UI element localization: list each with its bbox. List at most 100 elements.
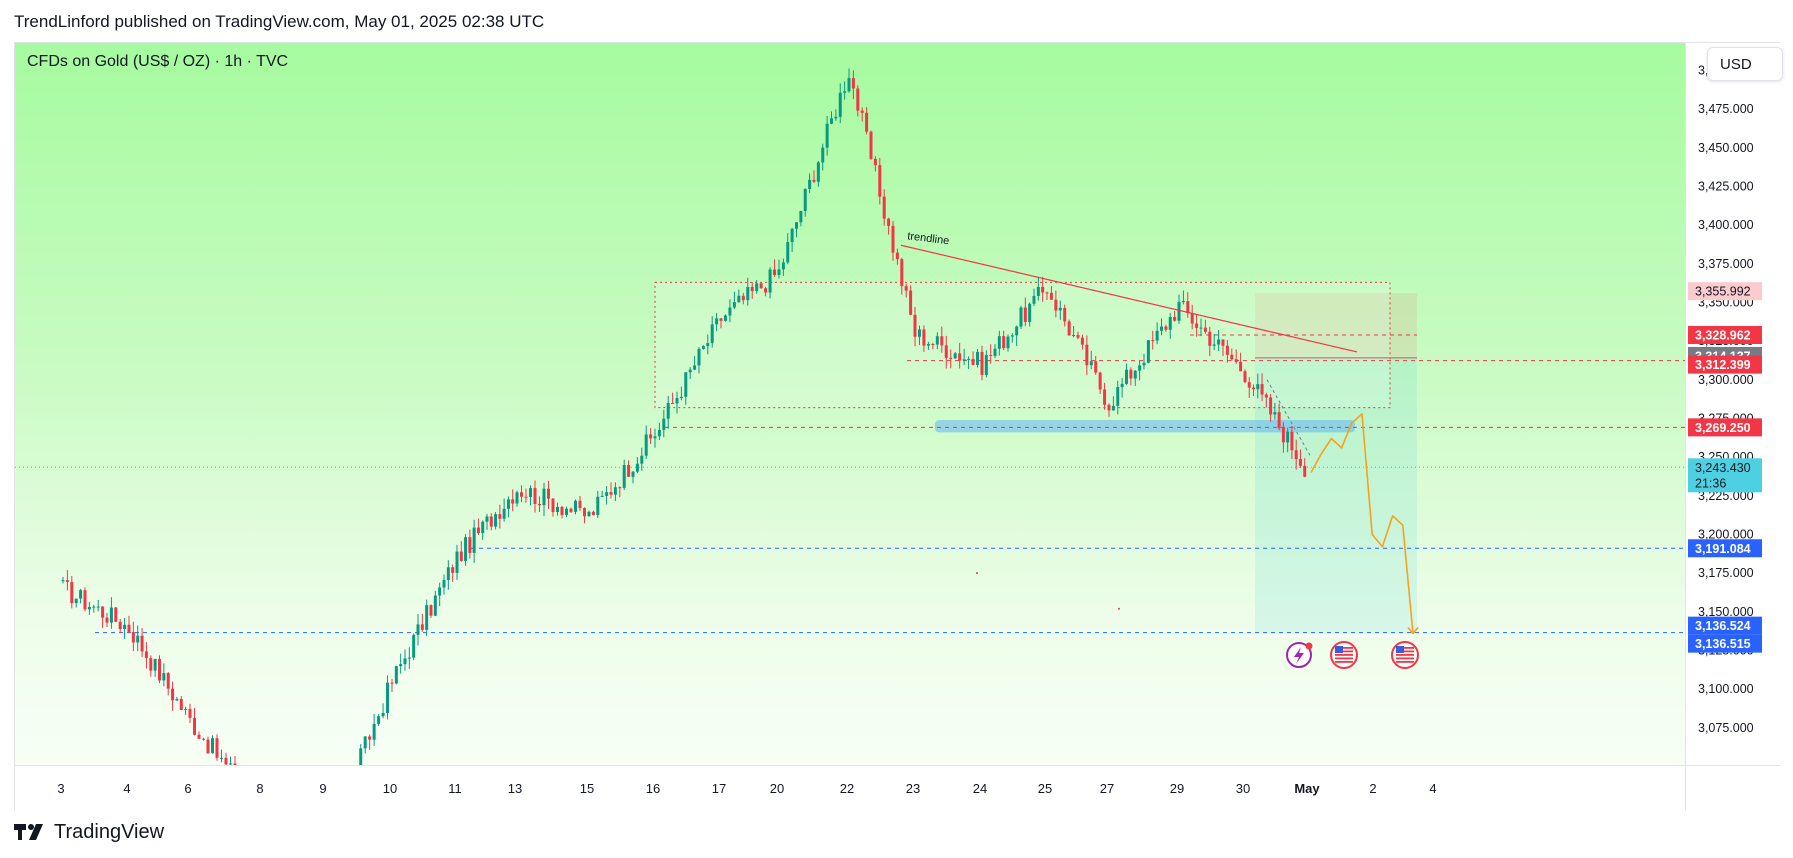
candle-body [1063,307,1067,322]
flag-stripe [1335,647,1353,649]
candle-body [940,336,944,346]
candle-body [684,372,688,397]
candle-body [913,314,917,337]
candle-body [1294,450,1298,460]
candle-body [764,288,768,293]
candle-body [542,488,546,506]
plot-area[interactable]: trendline CFDs on Gold (US$ / OZ) · 1h ·… [15,43,1685,765]
candle-body [851,78,855,89]
chart-container[interactable]: trendline CFDs on Gold (US$ / OZ) · 1h ·… [14,42,1783,810]
x-tick-label: May [1294,781,1320,796]
candle-body [679,396,683,399]
candle-body [1217,339,1221,345]
candle-body [728,307,732,316]
us-flag-icon [1391,641,1419,669]
candle-body [472,527,476,553]
time-axis[interactable]: 3 4 6 8 9 10 11 13 15 16 17 20 22 23 24 25 27 29 30 May 2 4 [15,765,1685,810]
candle-body [1260,384,1264,395]
candle-body [997,336,1001,349]
candle-body [808,179,812,189]
candle-body [671,403,675,405]
candle-body [118,621,122,629]
candle-body [105,617,109,623]
candle-body [1072,335,1076,337]
candle-body [1239,361,1243,372]
candle-body [188,708,192,718]
candle-body [140,635,144,652]
candle-body [1098,372,1102,390]
candle-body [377,716,381,724]
candle-body [644,434,648,456]
x-tick-label: 30 [1236,781,1250,796]
candle-body [949,357,953,359]
candle-body [878,165,882,197]
candle-body [675,398,679,404]
price-axis[interactable]: 3,075.0003,100.0003,125.0003,150.0003,17… [1685,43,1780,765]
candle-body [127,624,131,633]
candle-body [723,315,727,321]
stop-loss-zone [1255,293,1417,361]
candle-body [1111,405,1115,411]
tradingview-logo-icon [14,822,48,842]
candle-body [1146,340,1150,363]
candle-body [1225,345,1229,355]
candle-body [1076,335,1080,338]
candle-body [153,658,157,671]
candle-body [781,262,785,270]
candle-body [515,492,519,504]
candle-body [1094,361,1098,373]
candle-body [96,606,100,608]
candle-body [1208,331,1212,346]
candle-body [600,495,604,497]
candle-body [737,295,741,303]
candle-body [433,595,437,616]
candle-body [773,269,777,275]
flag-stripe [1396,661,1414,663]
x-tick-label: 3 [57,781,64,796]
candle-body [1186,301,1190,314]
candle-body [895,252,899,260]
notification-dot [1305,642,1313,650]
x-tick-label: 23 [906,781,920,796]
candle-body [1203,327,1207,332]
candle-body [489,516,493,527]
candle-body [407,657,411,659]
symbol-title[interactable]: CFDs on Gold (US$ / OZ) · 1h · TVC [27,53,289,70]
candle-body [1298,459,1302,466]
candle-body [993,348,997,357]
candle-body [65,580,69,583]
candle-body [935,336,939,345]
currency-button[interactable]: USD [1707,47,1783,81]
x-tick-label: 11 [448,781,462,796]
candle-body [1125,369,1128,384]
price-label-bg [1688,616,1762,635]
candles-group [61,68,1307,765]
candle-body [574,500,577,512]
price-plot-svg[interactable]: trendline [15,43,1685,765]
candle-body [114,607,118,622]
candle-body [1256,384,1260,390]
price-label-bg [1688,282,1762,301]
candle-body [175,699,179,701]
candle-body [873,158,877,166]
support-zone [935,420,1355,433]
candle-body [1036,286,1040,296]
time-axis-svg: 3 4 6 8 9 10 11 13 15 16 17 20 22 23 24 25 27 29 30 May 2 4 [57,781,1436,796]
candle-body [1230,354,1234,360]
x-tick-label: 17 [712,781,726,796]
candle-body [795,222,798,229]
candle-body [622,465,626,488]
candle-body [649,434,653,439]
footer-brand[interactable]: TradingView [14,818,164,846]
x-tick-label: 15 [580,781,594,796]
candle-body [710,324,714,344]
candle-body [1177,302,1181,321]
candle-body [917,329,921,337]
candle-body [1019,307,1023,327]
candle-body [869,131,873,159]
candle-body [976,351,980,365]
candle-body [569,508,573,512]
candle-body [860,110,864,113]
range-box [654,281,1391,409]
candle-body [1199,327,1203,329]
